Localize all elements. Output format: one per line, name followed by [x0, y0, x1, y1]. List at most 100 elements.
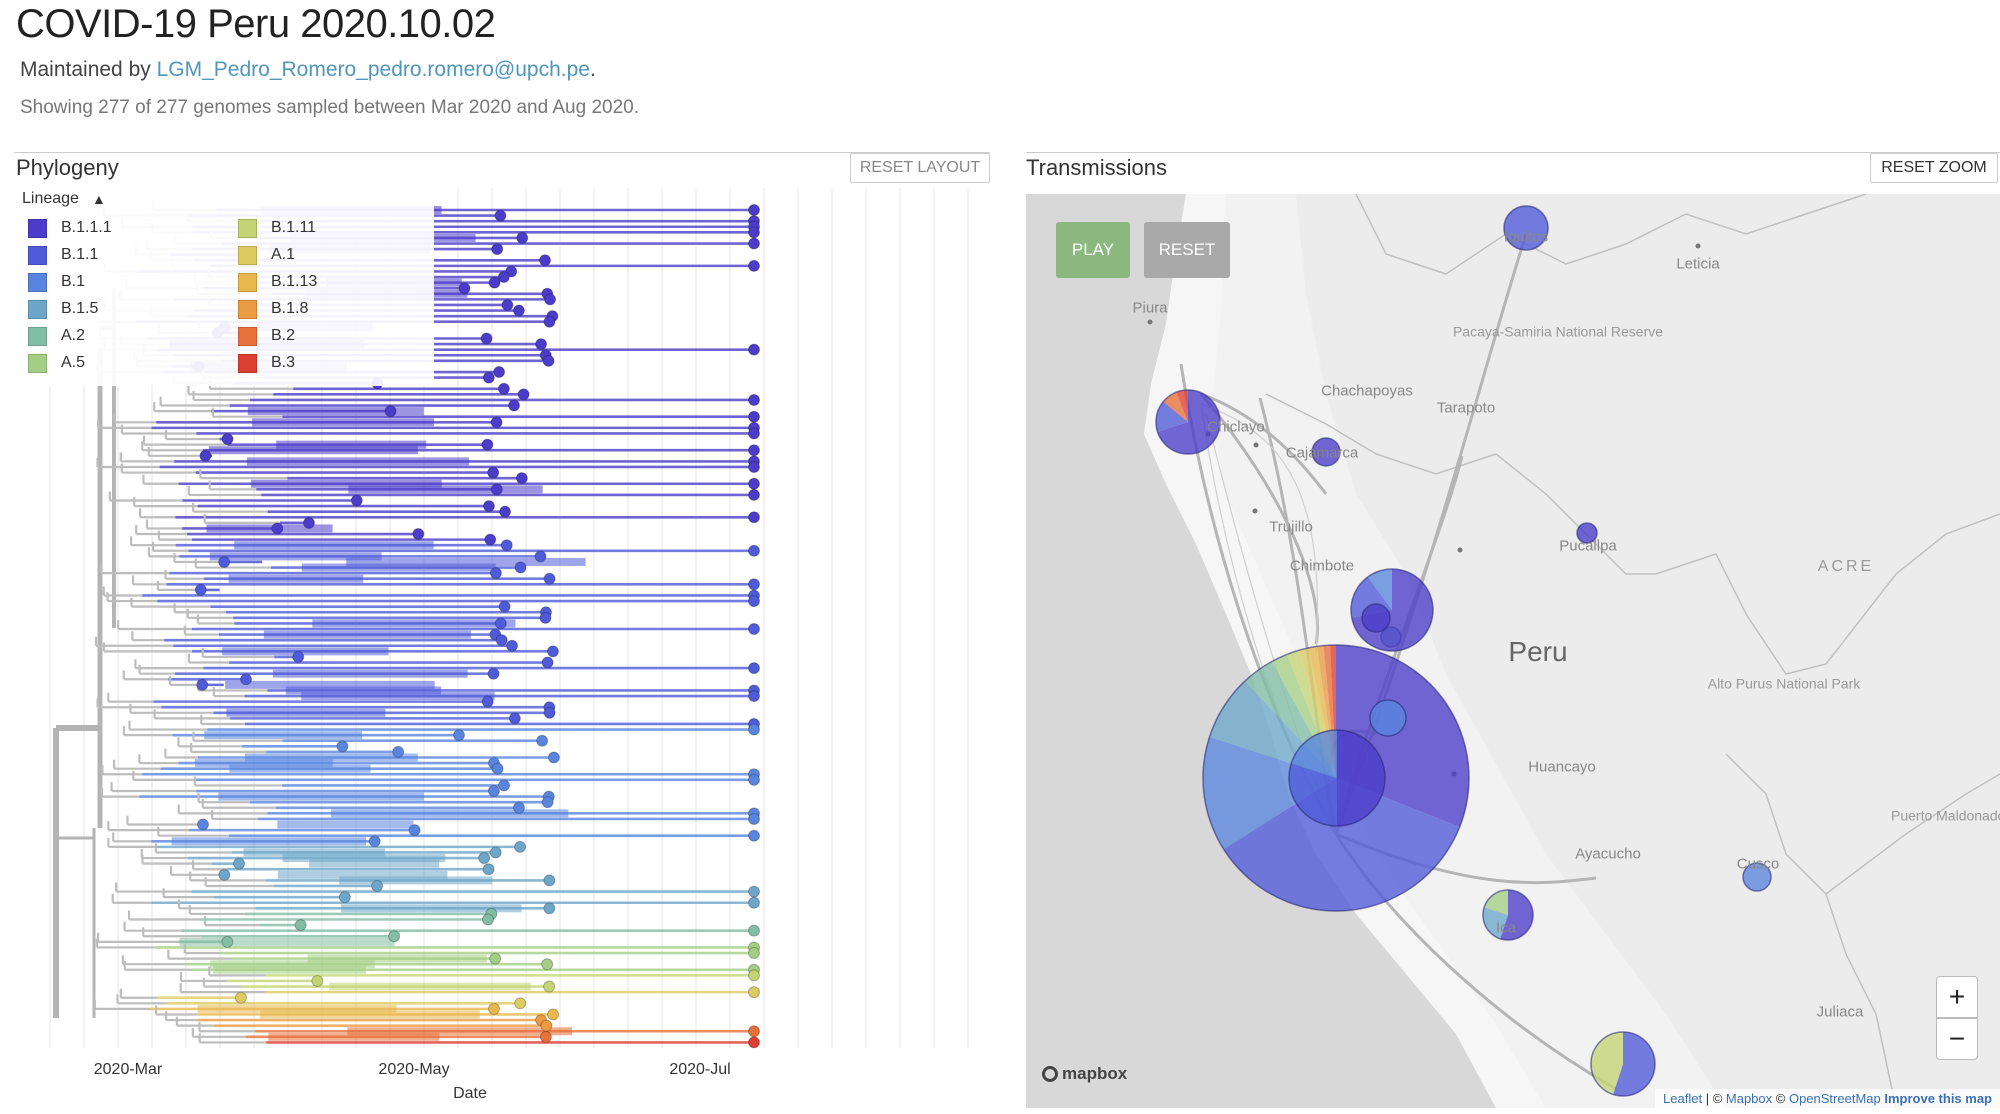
tip[interactable]	[543, 980, 556, 993]
tip[interactable]	[491, 762, 504, 775]
tip[interactable]	[196, 818, 209, 831]
tip[interactable]	[542, 354, 555, 367]
tip[interactable]	[512, 801, 525, 814]
bubble-huaraz[interactable]	[1350, 568, 1434, 652]
tip[interactable]	[412, 528, 425, 541]
bubble-huaraz-inner[interactable]	[1361, 603, 1391, 633]
tip[interactable]	[541, 796, 554, 809]
tip[interactable]	[488, 276, 501, 289]
map-canvas[interactable]	[1026, 194, 2000, 1108]
tip[interactable]	[408, 824, 421, 837]
tip[interactable]	[234, 991, 247, 1004]
tip[interactable]	[497, 271, 510, 284]
tip[interactable]	[452, 729, 465, 742]
tip[interactable]	[481, 438, 494, 451]
reset-button[interactable]: RESET	[1144, 222, 1230, 278]
tip[interactable]	[748, 812, 760, 825]
tip[interactable]	[508, 399, 521, 412]
legend-item[interactable]: B.2	[238, 324, 295, 348]
tip[interactable]	[388, 930, 401, 943]
bubble-arequipa[interactable]	[1590, 1031, 1656, 1097]
tip[interactable]	[748, 595, 760, 608]
reset-layout-button[interactable]: RESET LAYOUT	[850, 153, 990, 183]
legend-item[interactable]: B.1.1	[28, 243, 98, 267]
bubble-ica[interactable]	[1482, 889, 1534, 941]
tip[interactable]	[748, 477, 760, 490]
tip[interactable]	[487, 1002, 500, 1015]
tip[interactable]	[508, 712, 521, 725]
tip[interactable]	[487, 785, 500, 798]
tip[interactable]	[478, 852, 491, 865]
tip[interactable]	[547, 1008, 560, 1021]
tip[interactable]	[748, 511, 760, 524]
tip[interactable]	[748, 969, 760, 982]
tip[interactable]	[540, 1019, 553, 1032]
tip[interactable]	[497, 382, 510, 395]
tip[interactable]	[543, 315, 556, 328]
tip[interactable]	[748, 578, 760, 591]
tip[interactable]	[748, 885, 760, 898]
tip[interactable]	[480, 332, 493, 345]
tip[interactable]	[221, 433, 234, 446]
tip[interactable]	[487, 667, 500, 680]
bubble-iquitos[interactable]	[1503, 205, 1549, 251]
tip[interactable]	[748, 393, 760, 406]
tip[interactable]	[392, 745, 405, 758]
tip[interactable]	[489, 567, 502, 580]
reset-zoom-button[interactable]: RESET ZOOM	[1870, 153, 1998, 183]
legend-item[interactable]: A.1	[238, 243, 295, 267]
tip[interactable]	[294, 919, 307, 932]
tip[interactable]	[541, 656, 554, 669]
tip[interactable]	[336, 740, 349, 753]
zoom-out-button[interactable]: −	[1936, 1018, 1978, 1060]
tip[interactable]	[546, 645, 559, 658]
tip[interactable]	[489, 952, 502, 965]
tip[interactable]	[748, 204, 760, 216]
bubble-lima-inner[interactable]	[1288, 729, 1386, 827]
tip[interactable]	[481, 695, 494, 708]
tip[interactable]	[482, 500, 495, 513]
tip[interactable]	[499, 505, 512, 518]
tip[interactable]	[482, 371, 495, 384]
tip[interactable]	[384, 405, 397, 418]
tip[interactable]	[350, 494, 363, 507]
phylogeny-tree[interactable]: 2020-Mar 2020-May 2020-Jul Date	[14, 188, 994, 1112]
tip[interactable]	[493, 366, 506, 379]
tip[interactable]	[490, 483, 503, 496]
tip[interactable]	[489, 846, 502, 859]
legend-item[interactable]: B.1	[28, 270, 85, 294]
tree-tips[interactable]	[192, 204, 760, 1049]
tip[interactable]	[543, 874, 556, 887]
tip[interactable]	[516, 231, 529, 244]
leaflet-link[interactable]: Leaflet	[1663, 1091, 1703, 1106]
tip[interactable]	[302, 516, 315, 529]
chevron-up-icon[interactable]: ▲	[92, 191, 106, 207]
mapbox-link[interactable]: Mapbox	[1725, 1091, 1773, 1106]
tip[interactable]	[748, 237, 760, 250]
tip[interactable]	[368, 835, 381, 848]
tip[interactable]	[506, 639, 519, 652]
tip[interactable]	[748, 488, 760, 501]
tip[interactable]	[221, 935, 234, 948]
tip[interactable]	[501, 298, 514, 311]
tip[interactable]	[543, 706, 556, 719]
transmissions-map[interactable]: Iquitos Leticia Piura Pacaya-Samiria Nat…	[1026, 194, 2000, 1108]
tip[interactable]	[748, 829, 760, 842]
bubble-chiclayo[interactable]	[1155, 389, 1221, 455]
map-bubbles[interactable]	[1155, 205, 1772, 1097]
legend-item[interactable]: A.5	[28, 351, 85, 375]
tip[interactable]	[494, 617, 507, 630]
tip[interactable]	[748, 1036, 760, 1049]
legend-title[interactable]: Lineage	[22, 190, 79, 207]
tip[interactable]	[218, 868, 231, 881]
mapbox-logo[interactable]: mapbox	[1042, 1064, 1127, 1084]
tip[interactable]	[338, 891, 351, 904]
tip[interactable]	[748, 544, 760, 557]
legend-item[interactable]: B.1.5	[28, 297, 98, 321]
tip[interactable]	[458, 282, 471, 295]
tip[interactable]	[748, 427, 760, 440]
tip[interactable]	[748, 986, 760, 999]
tip[interactable]	[748, 773, 760, 786]
tip[interactable]	[515, 472, 528, 485]
bubble-lima-east[interactable]	[1369, 699, 1407, 737]
